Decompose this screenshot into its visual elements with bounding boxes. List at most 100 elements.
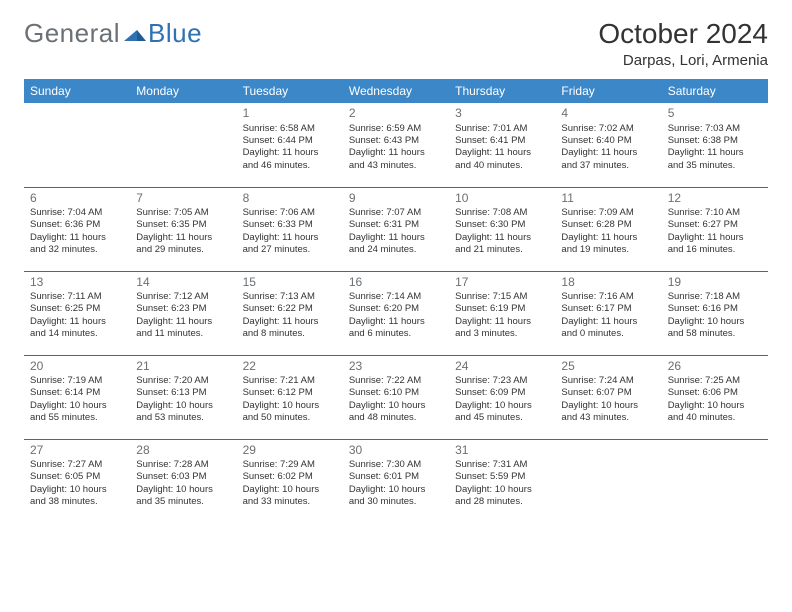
calendar-cell: 11Sunrise: 7:09 AMSunset: 6:28 PMDayligh… — [555, 187, 661, 271]
daylight-line: Daylight: 11 hours and 27 minutes. — [243, 232, 337, 257]
daylight-line: Daylight: 11 hours and 6 minutes. — [349, 316, 443, 341]
calendar-cell: 19Sunrise: 7:18 AMSunset: 6:16 PMDayligh… — [662, 271, 768, 355]
day-number: 5 — [668, 106, 762, 122]
day-number: 25 — [561, 359, 655, 375]
calendar-cell: 15Sunrise: 7:13 AMSunset: 6:22 PMDayligh… — [237, 271, 343, 355]
calendar-cell — [555, 439, 661, 523]
day-number: 11 — [561, 191, 655, 207]
sunset-line: Sunset: 6:19 PM — [455, 303, 549, 315]
weekday-header: Tuesday — [237, 79, 343, 103]
sunset-line: Sunset: 6:44 PM — [243, 135, 337, 147]
sunset-line: Sunset: 6:25 PM — [30, 303, 124, 315]
weekday-row: SundayMondayTuesdayWednesdayThursdayFrid… — [24, 79, 768, 103]
sunset-line: Sunset: 6:05 PM — [30, 471, 124, 483]
day-number: 3 — [455, 106, 549, 122]
day-number: 23 — [349, 359, 443, 375]
daylight-line: Daylight: 11 hours and 16 minutes. — [668, 232, 762, 257]
sunrise-line: Sunrise: 7:03 AM — [668, 123, 762, 135]
day-number: 16 — [349, 275, 443, 291]
sunset-line: Sunset: 6:23 PM — [136, 303, 230, 315]
calendar-row: 1Sunrise: 6:58 AMSunset: 6:44 PM Daylight… — [24, 103, 768, 187]
weekday-header: Wednesday — [343, 79, 449, 103]
sunset-line: Sunset: 6:01 PM — [349, 471, 443, 483]
sunrise-line: Sunrise: 7:01 AM — [455, 123, 549, 135]
sunrise-line: Sunrise: 7:07 AM — [349, 207, 443, 219]
sunset-line: Sunset: 6:13 PM — [136, 387, 230, 399]
calendar-row: 27Sunrise: 7:27 AMSunset: 6:05 PMDayligh… — [24, 439, 768, 523]
sunrise-line: Sunrise: 7:06 AM — [243, 207, 337, 219]
sunset-line: Sunset: 6:17 PM — [561, 303, 655, 315]
calendar-cell: 23Sunrise: 7:22 AMSunset: 6:10 PMDayligh… — [343, 355, 449, 439]
day-number: 17 — [455, 275, 549, 291]
location-text: Darpas, Lori, Armenia — [598, 52, 768, 69]
sunset-line: Sunset: 6:07 PM — [561, 387, 655, 399]
day-number: 24 — [455, 359, 549, 375]
sunset-line: Sunset: 6:27 PM — [668, 219, 762, 231]
sunrise-line: Sunrise: 7:13 AM — [243, 291, 337, 303]
calendar-cell — [24, 103, 130, 187]
day-number: 19 — [668, 275, 762, 291]
day-number: 18 — [561, 275, 655, 291]
sunrise-line: Sunrise: 6:58 AM — [243, 123, 337, 135]
sunset-line: Sunset: 6:03 PM — [136, 471, 230, 483]
sunrise-line: Sunrise: 7:05 AM — [136, 207, 230, 219]
day-number: 8 — [243, 191, 337, 207]
calendar-cell: 7Sunrise: 7:05 AMSunset: 6:35 PMDaylight… — [130, 187, 236, 271]
sunrise-line: Sunrise: 7:25 AM — [668, 375, 762, 387]
logo: General Blue — [24, 18, 202, 49]
sunset-line: Sunset: 5:59 PM — [455, 471, 549, 483]
sunrise-line: Sunrise: 7:31 AM — [455, 459, 549, 471]
day-number: 20 — [30, 359, 124, 375]
sunrise-line: Sunrise: 6:59 AM — [349, 123, 443, 135]
calendar-cell: 28Sunrise: 7:28 AMSunset: 6:03 PMDayligh… — [130, 439, 236, 523]
calendar-cell: 9Sunrise: 7:07 AMSunset: 6:31 PMDaylight… — [343, 187, 449, 271]
sunrise-line: Sunrise: 7:27 AM — [30, 459, 124, 471]
day-number: 10 — [455, 191, 549, 207]
calendar-head: SundayMondayTuesdayWednesdayThursdayFrid… — [24, 79, 768, 103]
calendar-row: 6Sunrise: 7:04 AMSunset: 6:36 PMDaylight… — [24, 187, 768, 271]
calendar-cell: 2Sunrise: 6:59 AMSunset: 6:43 PMDaylight… — [343, 103, 449, 187]
day-number: 30 — [349, 443, 443, 459]
sunset-line: Sunset: 6:14 PM — [30, 387, 124, 399]
daylight-line: Daylight: 11 hours and 29 minutes. — [136, 232, 230, 257]
sunset-line: Sunset: 6:20 PM — [349, 303, 443, 315]
daylight-line: Daylight: 10 hours and 48 minutes. — [349, 400, 443, 425]
daylight-line: Daylight: 10 hours and 28 minutes. — [455, 484, 549, 509]
title-block: October 2024 Darpas, Lori, Armenia — [598, 18, 768, 69]
sunrise-line: Sunrise: 7:30 AM — [349, 459, 443, 471]
sunrise-line: Sunrise: 7:18 AM — [668, 291, 762, 303]
daylight-line: Daylight: 11 hours and 24 minutes. — [349, 232, 443, 257]
day-number: 27 — [30, 443, 124, 459]
calendar-cell: 10Sunrise: 7:08 AMSunset: 6:30 PMDayligh… — [449, 187, 555, 271]
calendar-cell: 14Sunrise: 7:12 AMSunset: 6:23 PMDayligh… — [130, 271, 236, 355]
sunset-line: Sunset: 6:43 PM — [349, 135, 443, 147]
daylight-line: Daylight: 10 hours and 45 minutes. — [455, 400, 549, 425]
calendar-row: 20Sunrise: 7:19 AMSunset: 6:14 PMDayligh… — [24, 355, 768, 439]
day-number: 9 — [349, 191, 443, 207]
day-number: 15 — [243, 275, 337, 291]
daylight-line: Daylight: 11 hours and 43 minutes. — [349, 147, 443, 172]
day-number: 31 — [455, 443, 549, 459]
day-number: 1 — [243, 106, 337, 122]
calendar-cell: 1Sunrise: 6:58 AMSunset: 6:44 PMDaylight… — [237, 103, 343, 187]
sunrise-line: Sunrise: 7:23 AM — [455, 375, 549, 387]
logo-mark-icon — [124, 18, 146, 49]
calendar-cell: 25Sunrise: 7:24 AMSunset: 6:07 PMDayligh… — [555, 355, 661, 439]
sunrise-line: Sunrise: 7:16 AM — [561, 291, 655, 303]
sunset-line: Sunset: 6:40 PM — [561, 135, 655, 147]
sunrise-line: Sunrise: 7:29 AM — [243, 459, 337, 471]
sunrise-line: Sunrise: 7:12 AM — [136, 291, 230, 303]
sunset-line: Sunset: 6:33 PM — [243, 219, 337, 231]
sunrise-line: Sunrise: 7:02 AM — [561, 123, 655, 135]
calendar-cell — [662, 439, 768, 523]
daylight-line: Daylight: 10 hours and 38 minutes. — [30, 484, 124, 509]
sunrise-line: Sunrise: 7:11 AM — [30, 291, 124, 303]
sunset-line: Sunset: 6:28 PM — [561, 219, 655, 231]
sunrise-line: Sunrise: 7:22 AM — [349, 375, 443, 387]
daylight-line: Daylight: 11 hours and 14 minutes. — [30, 316, 124, 341]
sunrise-line: Sunrise: 7:15 AM — [455, 291, 549, 303]
day-number: 2 — [349, 106, 443, 122]
day-number: 4 — [561, 106, 655, 122]
calendar-cell: 22Sunrise: 7:21 AMSunset: 6:12 PMDayligh… — [237, 355, 343, 439]
calendar-cell: 3Sunrise: 7:01 AMSunset: 6:41 PMDaylight… — [449, 103, 555, 187]
